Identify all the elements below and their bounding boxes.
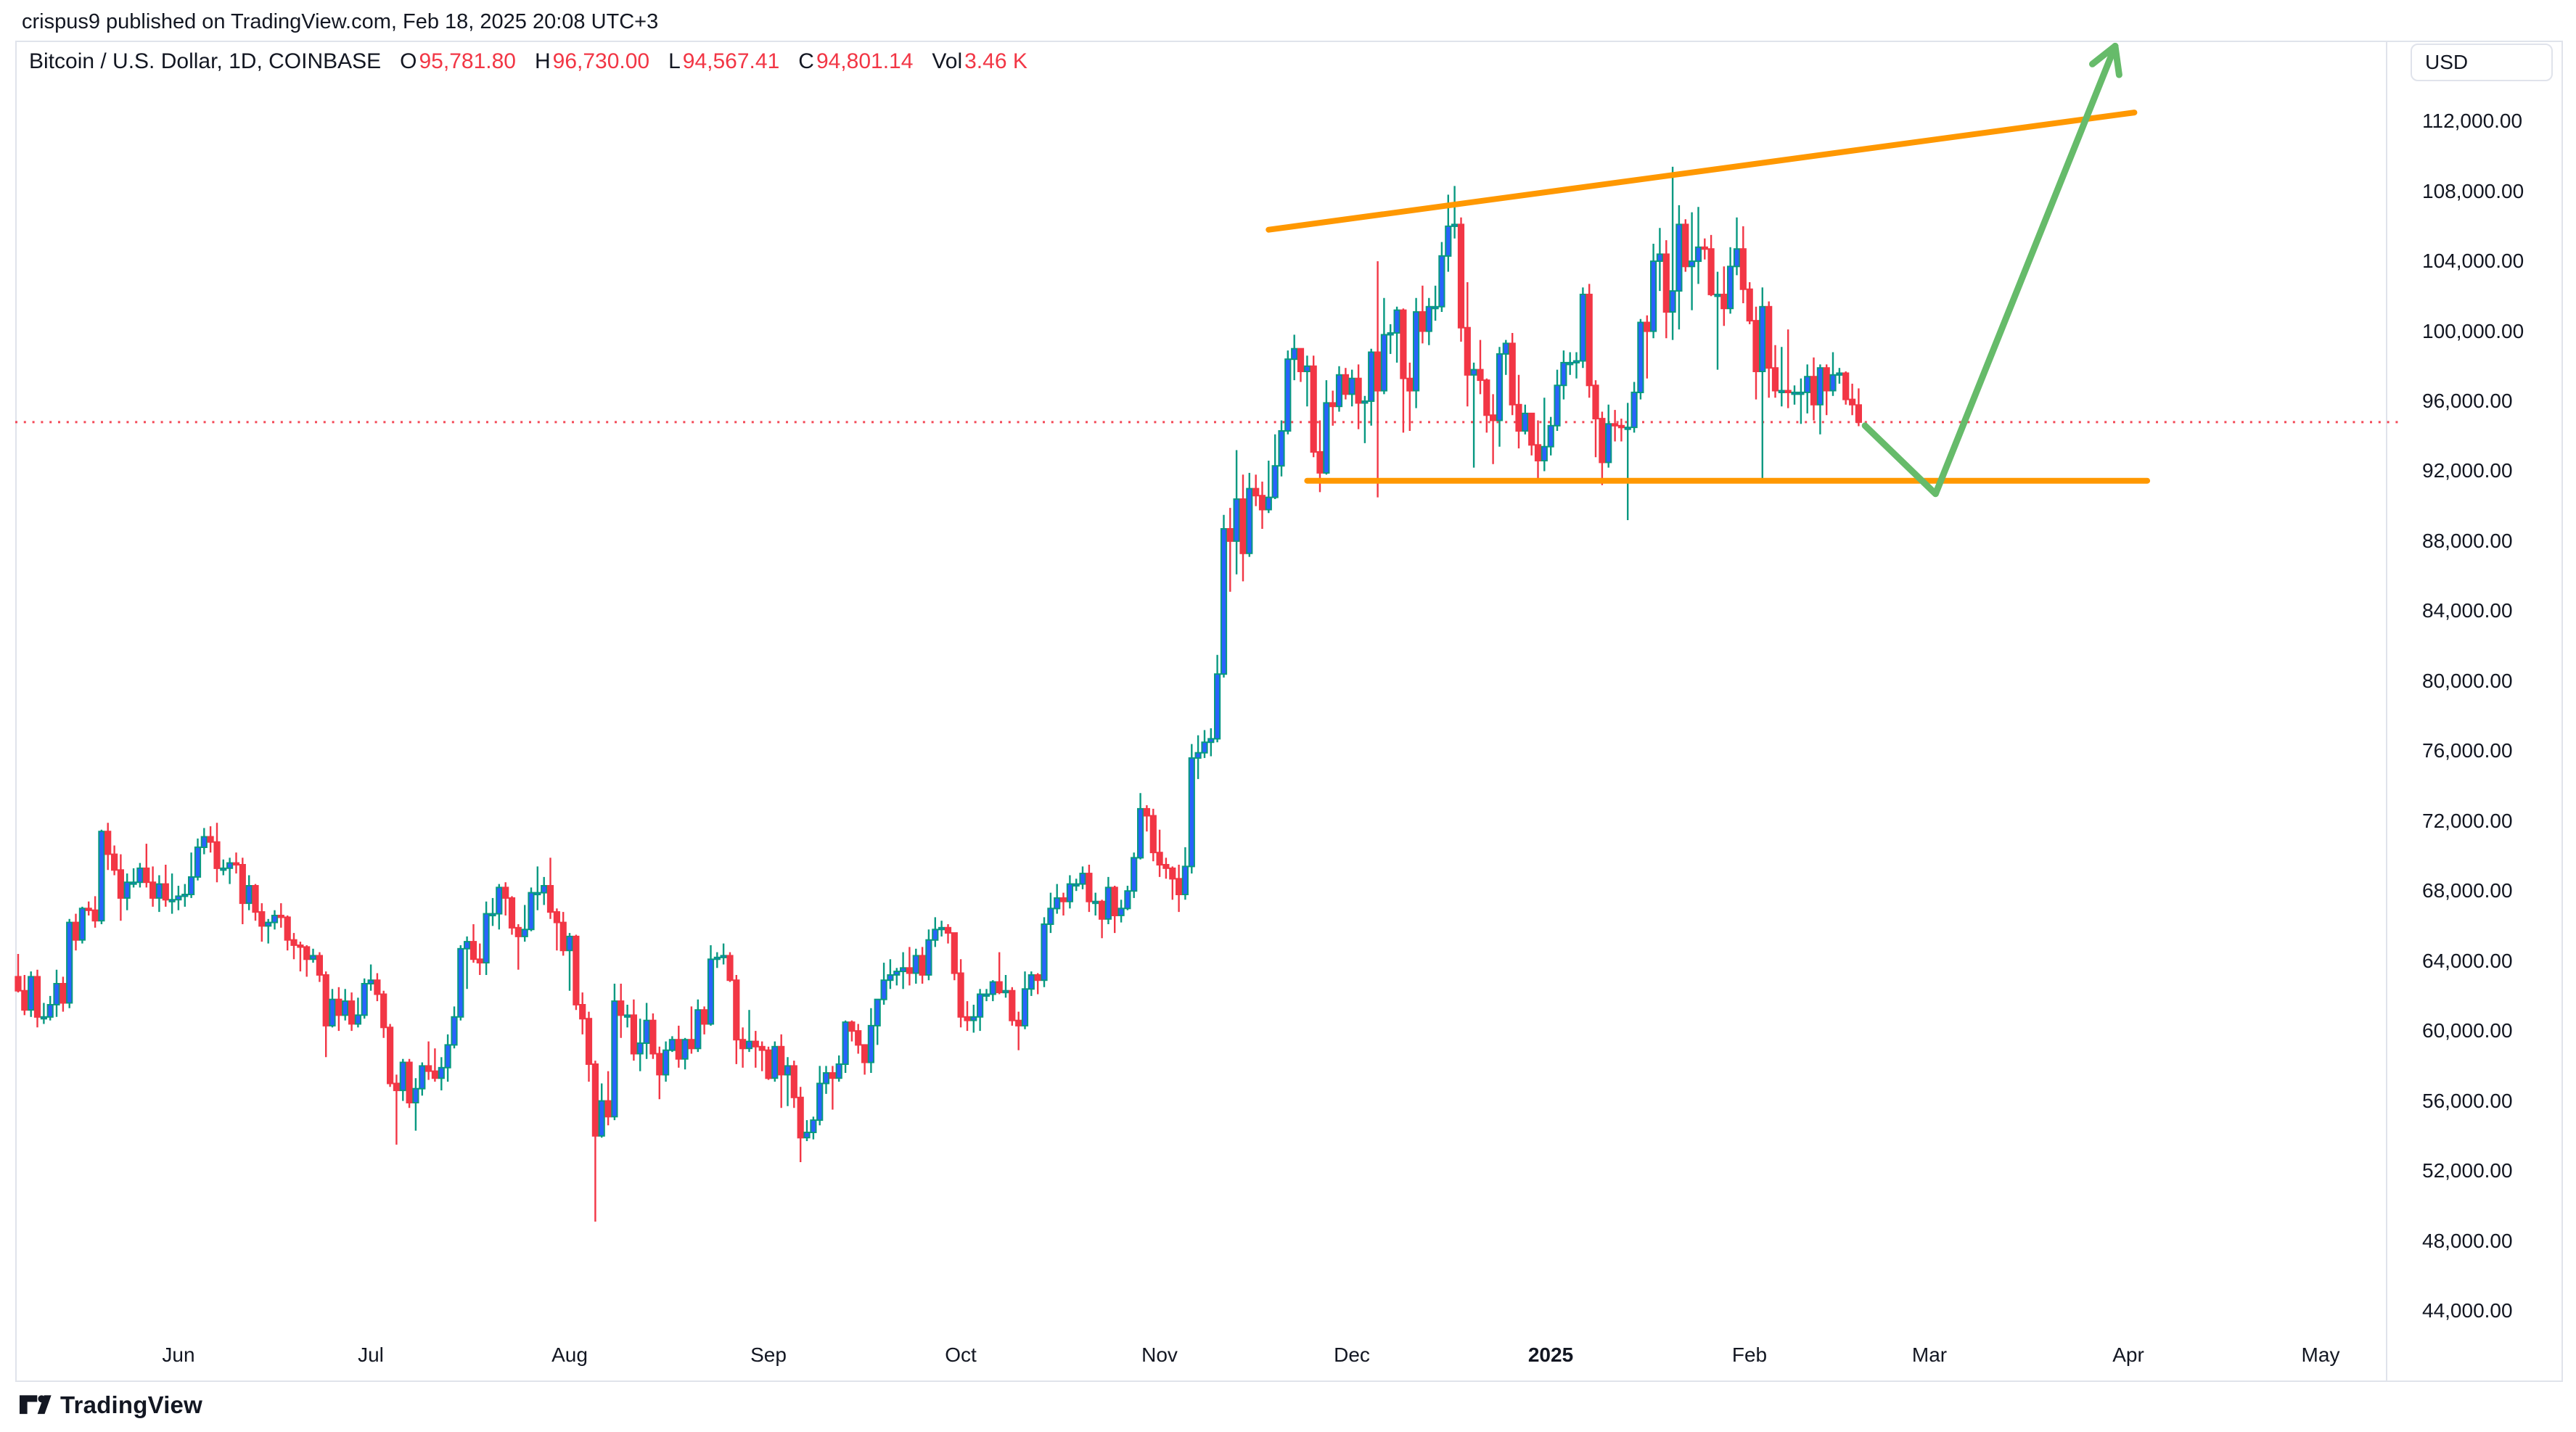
open-label: O [400,49,417,73]
low-value: 94,567.41 [682,49,780,73]
attribution-text: crispus9 published on TradingView.com, F… [22,10,659,33]
price-tick: 60,000.00 [2422,1019,2513,1042]
tradingview-logo-icon [20,1395,52,1415]
month-label: Jun [162,1343,195,1366]
price-tick: 76,000.00 [2422,739,2513,762]
price-tick: 52,000.00 [2422,1159,2513,1182]
price-tick: 92,000.00 [2422,459,2513,482]
price-tick: 64,000.00 [2422,950,2513,972]
low-label: L [668,49,681,73]
month-label: Dec [1334,1343,1370,1366]
currency-toggle-button[interactable]: USD [2411,44,2553,81]
price-tick: 68,000.00 [2422,879,2513,902]
volume-label: Vol [932,49,963,73]
month-label: May [2301,1343,2340,1366]
close-label: C [798,49,814,73]
frame-right-border [2561,41,2563,1382]
candles-layer [15,166,1863,1222]
price-tick: 48,000.00 [2422,1230,2513,1252]
month-label: Aug [551,1343,588,1366]
volume-value: 3.46 K [964,49,1027,73]
month-label: Oct [945,1343,977,1366]
price-tick: 112,000.00 [2422,110,2523,132]
rising-resistance-trendline[interactable] [1266,110,2138,233]
tradingview-logo[interactable]: TradingView [20,1391,202,1419]
high-label: H [534,49,551,73]
month-label: Feb [1731,1343,1768,1366]
open-value: 95,781.80 [419,49,516,73]
month-label: Apr [2112,1343,2144,1366]
close-value: 94,801.14 [816,49,914,73]
price-tick: 84,000.00 [2422,599,2513,622]
price-tick: 88,000.00 [2422,530,2513,552]
price-tick: 44,000.00 [2422,1299,2513,1322]
month-label: Jul [358,1343,384,1366]
month-label: Nov [1141,1343,1178,1366]
price-tick: 80,000.00 [2422,670,2513,692]
frame-top-border [15,41,2563,42]
projection-arrow[interactable] [1861,43,2122,498]
price-tick: 108,000.00 [2422,180,2524,202]
price-axis-separator [2386,41,2387,1380]
price-tick: 72,000.00 [2422,810,2513,832]
price-tick: 104,000.00 [2422,250,2524,272]
high-value: 96,730.00 [552,49,650,73]
tradingview-logo-text: TradingView [60,1391,202,1418]
symbol-legend[interactable]: Bitcoin / U.S. Dollar, 1D, COINBASE O 95,7… [29,48,1027,75]
month-label: Sep [750,1343,787,1366]
price-tick: 56,000.00 [2422,1090,2513,1112]
price-tick: 96,000.00 [2422,390,2513,412]
frame-left-border [15,41,17,1382]
price-tick: 100,000.00 [2422,320,2524,342]
month-label: 2025 [1527,1343,1574,1366]
frame-bottom-border [15,1380,2563,1382]
month-label: Mar [1911,1343,1948,1366]
symbol-title: Bitcoin / U.S. Dollar, 1D, COINBASE [29,49,382,73]
